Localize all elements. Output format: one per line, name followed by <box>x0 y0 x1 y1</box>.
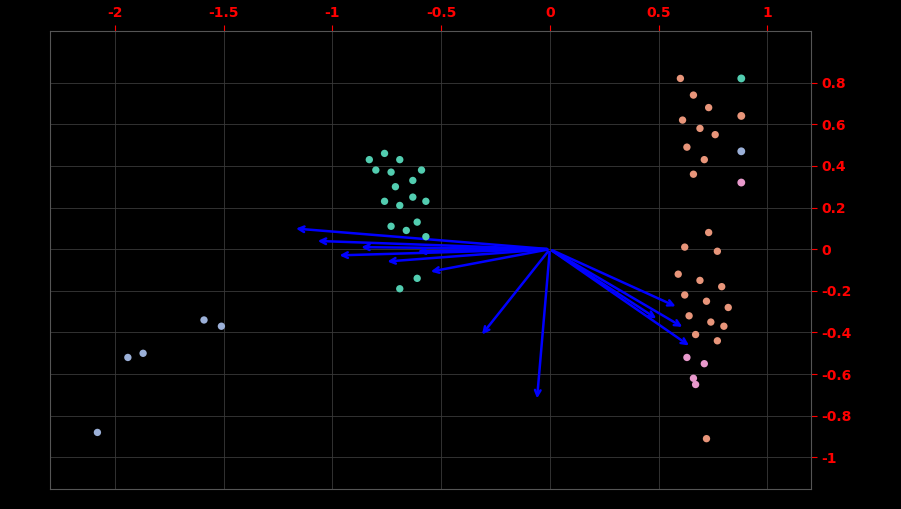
Point <box>393 202 407 210</box>
Point <box>687 91 701 99</box>
Point <box>697 360 712 368</box>
Point <box>734 112 749 120</box>
Point <box>419 197 433 205</box>
Point <box>405 193 420 201</box>
Point <box>678 243 692 251</box>
Point <box>714 282 729 291</box>
Point <box>410 274 424 282</box>
Point <box>702 103 716 111</box>
Point <box>410 218 424 226</box>
Point <box>196 316 211 324</box>
Point <box>405 177 420 185</box>
Point <box>676 116 690 124</box>
Point <box>702 229 716 237</box>
Point <box>121 353 135 361</box>
Point <box>378 197 392 205</box>
Point <box>90 429 105 437</box>
Point <box>688 380 703 388</box>
Point <box>693 276 707 285</box>
Point <box>704 318 718 326</box>
Point <box>687 374 701 382</box>
Point <box>710 337 724 345</box>
Point <box>388 183 403 191</box>
Point <box>679 353 694 361</box>
Point <box>678 291 692 299</box>
Point <box>682 312 696 320</box>
Point <box>710 247 724 256</box>
Point <box>393 156 407 164</box>
Point <box>693 124 707 132</box>
Point <box>687 170 701 178</box>
Point <box>673 74 687 82</box>
Point <box>671 270 686 278</box>
Point <box>688 330 703 338</box>
Point <box>734 147 749 155</box>
Point <box>369 166 383 174</box>
Point <box>136 349 150 357</box>
Point <box>384 168 398 176</box>
Point <box>399 227 414 235</box>
Point <box>734 74 749 82</box>
Point <box>214 322 229 330</box>
Point <box>716 322 731 330</box>
Point <box>362 156 377 164</box>
Point <box>414 166 429 174</box>
Point <box>699 297 714 305</box>
Point <box>393 285 407 293</box>
Point <box>697 156 712 164</box>
Point <box>734 179 749 187</box>
Point <box>419 233 433 241</box>
Point <box>721 303 735 312</box>
Point <box>378 149 392 157</box>
Point <box>384 222 398 231</box>
Point <box>699 435 714 443</box>
Point <box>708 131 723 139</box>
Point <box>679 143 694 151</box>
